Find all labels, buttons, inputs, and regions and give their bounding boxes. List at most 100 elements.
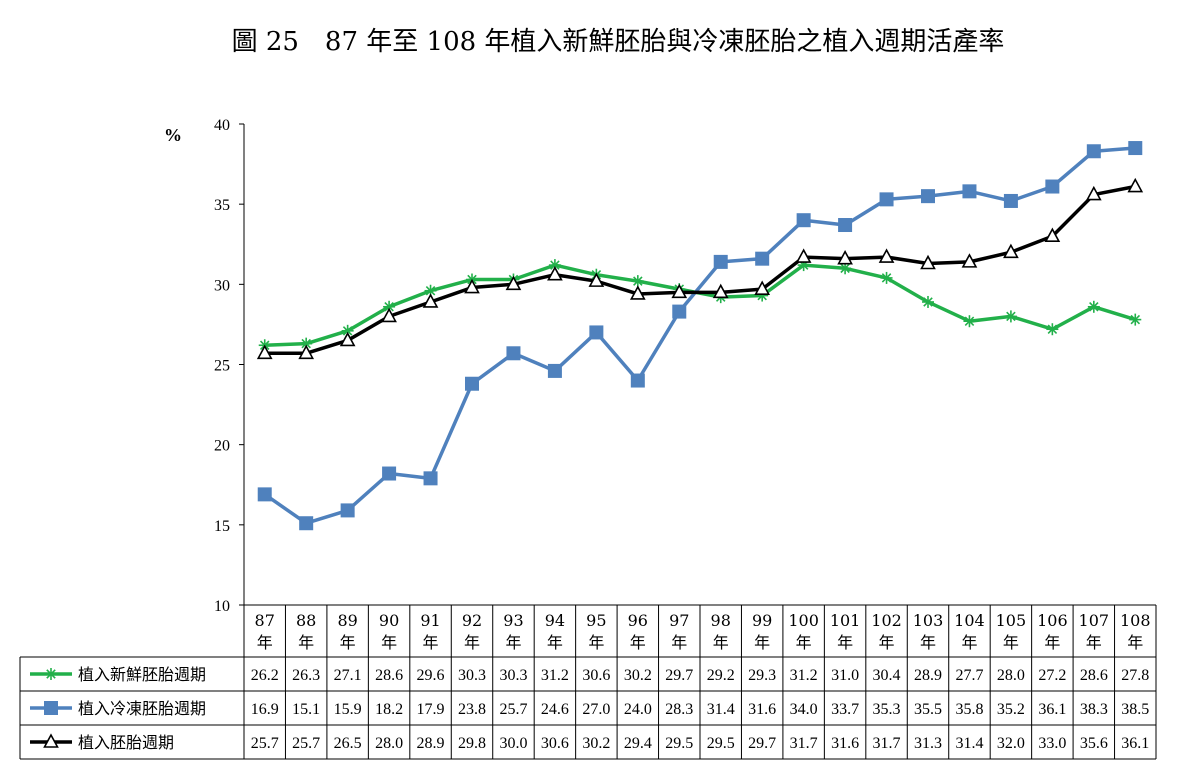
y-tick-label: 20 [214, 438, 230, 455]
data-point-fresh [922, 295, 934, 308]
data-point-total [671, 283, 688, 299]
data-point-frozen-shape [299, 516, 314, 531]
x-tick-label: 90 [379, 611, 399, 630]
table-cell-frozen: 38.5 [1121, 701, 1149, 718]
x-tick-label: 年 [713, 633, 729, 652]
data-point-total-shape [1003, 243, 1019, 259]
y-tick-label: 25 [214, 358, 230, 375]
data-point-total-shape [1085, 185, 1102, 201]
data-point-total [837, 250, 853, 265]
x-tick-label: 年 [630, 633, 646, 652]
data-point-total [256, 344, 273, 360]
data-point-frozen-shape [713, 254, 728, 269]
data-point-frozen-shape [547, 363, 562, 378]
data-point-frozen-shape [921, 189, 935, 204]
table-cell-fresh: 29.3 [748, 667, 776, 684]
data-point-frozen-shape [672, 304, 687, 319]
table-cell-total: 30.0 [499, 735, 527, 752]
data-point-total-shape [795, 248, 812, 263]
data-point-total [920, 254, 936, 270]
axes: 10 15 20 25 30 35 40 [214, 117, 245, 615]
table-cell-frozen: 35.2 [997, 701, 1025, 718]
x-tick-label: 105 [996, 611, 1027, 630]
x-tick-label: 98 [711, 611, 731, 630]
data-point-frozen [796, 213, 811, 228]
data-point-frozen [299, 516, 314, 531]
data-point-frozen [672, 304, 687, 319]
x-tick-label: 年 [547, 633, 563, 652]
table-cell-frozen: 31.4 [707, 701, 735, 718]
x-tick-label: 年 [671, 633, 687, 652]
series-lines [256, 141, 1144, 531]
table-cell-total: 28.9 [417, 735, 445, 752]
table-cell-total: 30.2 [582, 735, 610, 752]
table-cell-fresh: 26.3 [292, 667, 320, 684]
table-cell-fresh: 28.6 [375, 667, 403, 684]
x-tick-label: 年 [754, 633, 770, 652]
data-point-frozen-shape [879, 192, 894, 207]
x-tick-label: 年 [796, 633, 812, 652]
data-point-fresh [1129, 313, 1142, 326]
data-point-fresh [839, 262, 852, 275]
data-point-total [1003, 243, 1019, 259]
data-point-total-shape [920, 254, 936, 270]
data-point-frozen [879, 192, 894, 207]
data-point-total-shape [754, 280, 771, 295]
table-cell-frozen: 35.8 [955, 701, 983, 718]
y-tick-label: 30 [214, 277, 230, 294]
data-point-fresh [1087, 300, 1100, 313]
table-cell-fresh: 31.2 [541, 667, 569, 684]
table-cell-fresh: 29.2 [707, 667, 735, 684]
table-cell-total: 33.0 [1038, 735, 1066, 752]
data-point-total-shape [671, 283, 688, 299]
table-cell-fresh: 30.3 [499, 667, 527, 684]
data-point-total [1127, 177, 1144, 193]
x-tick-label: 年 [1044, 633, 1060, 652]
data-point-total-shape [837, 250, 853, 265]
x-tick-label: 年 [423, 633, 439, 652]
y-tick-label: 35 [214, 197, 230, 214]
data-point-frozen [340, 503, 355, 518]
table-cell-fresh: 28.9 [914, 667, 942, 684]
data-point-total [1085, 185, 1102, 201]
data-point-frozen [1086, 144, 1101, 159]
data-point-total-shape [547, 266, 563, 281]
x-tick-label: 94 [545, 611, 565, 630]
table-cell-total: 31.7 [790, 735, 818, 752]
x-tick-label: 102 [871, 611, 902, 630]
data-point-frozen-shape [1128, 141, 1143, 156]
x-tick-label: 87 [255, 611, 275, 630]
x-tick-label: 年 [588, 633, 604, 652]
data-point-fresh [341, 324, 354, 337]
table-cell-frozen: 15.9 [334, 701, 362, 718]
data-point-frozen [257, 487, 272, 502]
x-tick-label: 104 [954, 611, 985, 630]
table-cell-fresh: 27.8 [1121, 667, 1149, 684]
table-cell-total: 25.7 [251, 735, 279, 752]
data-point-total [547, 266, 563, 281]
table-cell-fresh: 27.2 [1038, 667, 1066, 684]
table-cell-frozen: 15.1 [292, 701, 320, 718]
data-point-total-shape [381, 307, 397, 323]
data-point-fresh [963, 315, 976, 328]
data-point-frozen-shape [755, 251, 770, 266]
data-point-total-shape [1044, 227, 1061, 243]
table-cell-frozen: 34.0 [790, 701, 818, 718]
table-cell-fresh: 30.6 [582, 667, 610, 684]
table-cell-total: 31.3 [914, 735, 942, 752]
x-tick-label: 年 [920, 633, 936, 652]
data-point-total-shape [588, 272, 605, 287]
table-cell-fresh: 28.6 [1080, 667, 1108, 684]
data-point-total-shape [961, 253, 978, 268]
legend-marker-total-shape [43, 733, 59, 748]
data-point-frozen [713, 254, 728, 269]
table-cell-total: 32.0 [997, 735, 1025, 752]
data-point-frozen [382, 466, 397, 481]
data-table: 87年88年89年90年91年92年93年94年95年96年97年98年99年1… [19, 604, 1157, 760]
data-point-total-shape [878, 248, 895, 263]
x-tick-label: 103 [913, 611, 944, 630]
x-tick-label: 年 [1127, 633, 1143, 652]
data-point-frozen-shape [382, 466, 397, 481]
data-point-frozen [547, 363, 562, 378]
legend-marker-frozen [44, 701, 58, 715]
